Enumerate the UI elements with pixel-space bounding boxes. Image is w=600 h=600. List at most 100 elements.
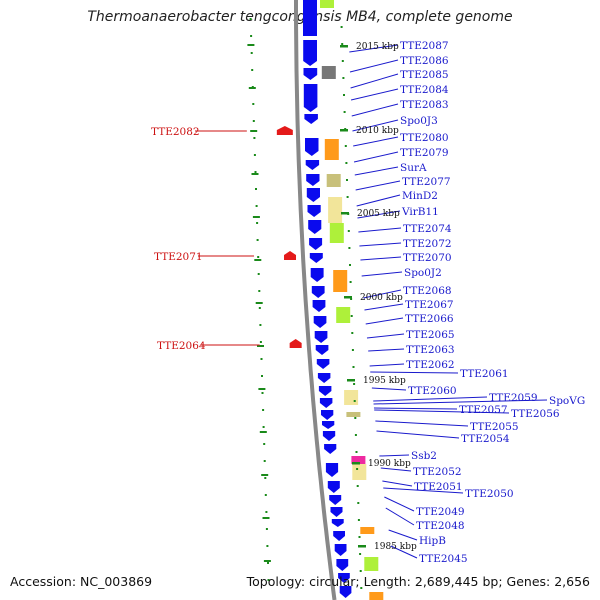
tick-major-left: [262, 517, 270, 519]
gene-arrow-minus: [336, 559, 349, 571]
leader-line-minus: [350, 88, 399, 101]
leader-line-minus: [383, 487, 464, 494]
gene-arrow-minus: [306, 188, 320, 202]
cog-band: [333, 270, 348, 292]
tick-minor-left: [249, 18, 252, 20]
cog-band: [369, 592, 384, 600]
gene-arrow-minus: [322, 421, 335, 429]
tick-minor-right: [343, 94, 345, 96]
cog-band: [351, 456, 366, 464]
tick-minor-right: [358, 536, 361, 538]
tick-minor-left: [267, 562, 269, 564]
leader-line-minus: [354, 166, 399, 176]
gene-arrow-minus: [312, 300, 326, 312]
tick-minor-right: [349, 264, 351, 266]
leader-line-minus: [349, 59, 399, 73]
gene-arrow-minus: [311, 286, 325, 298]
leader-line-minus: [357, 210, 401, 219]
gene-label-minus: TTE2072: [403, 238, 452, 250]
leader-line-minus: [358, 227, 402, 233]
gene-arrow-minus: [306, 174, 320, 186]
gene-label-plus: TTE2071: [154, 251, 203, 263]
tick-minor-right: [353, 400, 356, 402]
tick-minor-right: [346, 196, 349, 198]
tick-minor-right: [359, 570, 362, 572]
gene-label-minus: TTE2084: [400, 84, 449, 96]
gene-label-minus: TTE2067: [405, 299, 454, 311]
gene-arrow-minus: [309, 253, 323, 263]
tick-minor-right: [353, 383, 356, 385]
gene-label-minus: TTE2055: [470, 421, 519, 433]
kbp-tick: [347, 379, 355, 382]
cog-band: [326, 174, 341, 187]
gene-label-minus: TTE2048: [416, 520, 465, 532]
tick-minor-left: [252, 103, 255, 105]
leader-line-minus: [373, 396, 488, 402]
gene-label-minus: TTE2086: [400, 55, 449, 67]
tick-minor-right: [345, 162, 348, 164]
tick-minor-left: [258, 307, 261, 309]
gene-arrow-minus: [309, 238, 323, 250]
gene-label-minus: TTE2087: [400, 40, 449, 52]
tick-major-left: [247, 44, 255, 46]
tick-minor-right: [351, 349, 354, 351]
leader-line-minus: [349, 44, 399, 53]
gene-label-minus: TTE2062: [406, 359, 455, 371]
kbp-label: 2005 kbp: [357, 209, 400, 219]
tick-minor-left: [256, 222, 259, 224]
leader-line-minus: [360, 256, 402, 261]
leader-line-minus: [359, 242, 402, 247]
gene-label-minus: TTE2059: [489, 392, 538, 404]
gene-arrow-minus: [327, 481, 340, 493]
leader-line-minus: [388, 529, 418, 541]
gene-arrow-minus: [318, 386, 332, 396]
tick-minor-right: [355, 451, 358, 453]
leader-line-minus: [366, 333, 405, 339]
leader-line-minus: [370, 371, 459, 374]
gene-arrow-minus: [308, 220, 322, 234]
leader-line-minus: [384, 496, 415, 512]
cog-band: [364, 557, 379, 571]
gene-label-minus: TTE2051: [414, 481, 463, 493]
tick-major-left: [261, 474, 269, 476]
minus-strand-genes: [303, 0, 352, 598]
tick-minor-right: [347, 230, 350, 232]
cog-band: [328, 197, 343, 223]
tick-minor-right: [357, 519, 360, 521]
tick-minor-left: [259, 341, 262, 343]
tick-major-left: [257, 345, 264, 347]
kbp-label: 2010 kbp: [356, 126, 399, 136]
leader-line-minus: [379, 454, 410, 457]
gene-arrow-minus: [331, 519, 344, 527]
gene-label-minus: TTE2060: [408, 385, 457, 397]
tick-minor-left: [265, 511, 268, 513]
leader-line-minus: [350, 73, 399, 89]
tick-major-left: [248, 87, 256, 89]
gene-arrow-minus: [329, 495, 342, 505]
gene-arrow-minus: [333, 531, 345, 541]
gene-label-minus: TTE2066: [405, 313, 454, 325]
gene-arrow-minus: [314, 331, 328, 343]
tick-minor-right: [352, 366, 355, 368]
tick-minor-left: [263, 443, 266, 445]
tick-minor-left: [260, 358, 263, 360]
leader-line-minus: [380, 467, 412, 472]
gene-arrow-plus: [289, 339, 302, 348]
leader-line-minus: [364, 303, 404, 311]
tick-minor-left: [251, 69, 254, 71]
gene-arrow-plus: [276, 126, 293, 135]
tick-minor-right: [357, 502, 360, 504]
tick-major-left: [263, 560, 271, 562]
gene-label-minus: TTE2065: [406, 329, 455, 341]
gene-arrow-minus: [303, 0, 317, 36]
tick-minor-left: [262, 409, 265, 411]
gene-label-minus: TTE2083: [400, 99, 449, 111]
leader-line-minus: [351, 103, 399, 117]
tick-minor-left: [259, 324, 262, 326]
gene-arrow-minus: [316, 359, 330, 369]
kbp-tick: [358, 545, 366, 548]
tick-minor-right: [340, 26, 343, 28]
gene-arrow-minus: [339, 586, 352, 598]
tick-minor-left: [257, 273, 260, 275]
